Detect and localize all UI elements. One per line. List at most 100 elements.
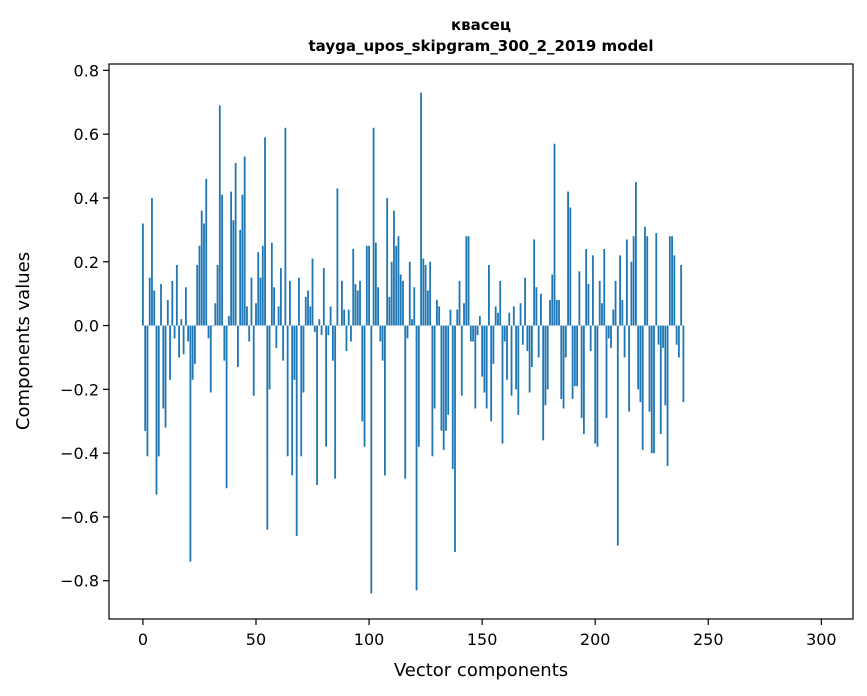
bar-9 bbox=[162, 325, 165, 409]
bar-37 bbox=[225, 325, 228, 489]
bar-92 bbox=[350, 325, 352, 342]
bar-56 bbox=[268, 325, 271, 390]
bar-15 bbox=[175, 264, 178, 326]
bar-167 bbox=[519, 303, 522, 326]
bar-34 bbox=[218, 105, 221, 326]
x-tick-label: 300 bbox=[806, 630, 837, 649]
bar-117 bbox=[406, 325, 409, 339]
bar-89 bbox=[343, 309, 346, 326]
bar-113 bbox=[397, 236, 400, 326]
bar-1 bbox=[144, 325, 147, 431]
bar-133 bbox=[442, 325, 445, 450]
chart-title-line2: tayga_upos_skipgram_300_2_2019 model bbox=[309, 37, 654, 55]
bar-87 bbox=[338, 325, 341, 327]
y-tick-label: −0.8 bbox=[60, 572, 99, 591]
bar-110 bbox=[390, 261, 393, 326]
bar-33 bbox=[216, 264, 219, 326]
bar-118 bbox=[408, 261, 411, 326]
bar-22 bbox=[191, 325, 194, 380]
bar-164 bbox=[512, 306, 515, 326]
bar-156 bbox=[494, 306, 497, 326]
bar-59 bbox=[275, 325, 278, 348]
bar-213 bbox=[623, 325, 626, 358]
bar-175 bbox=[537, 325, 540, 358]
bar-19 bbox=[184, 287, 187, 326]
bar-132 bbox=[440, 325, 443, 431]
bar-174 bbox=[535, 287, 538, 326]
bar-108 bbox=[386, 197, 389, 326]
bar-10 bbox=[164, 325, 167, 428]
bar-207 bbox=[610, 325, 612, 348]
bar-194 bbox=[580, 325, 583, 419]
bar-79 bbox=[320, 325, 323, 336]
bar-219 bbox=[637, 325, 640, 390]
bar-84 bbox=[331, 325, 334, 361]
bar-185 bbox=[560, 325, 563, 399]
bar-51 bbox=[257, 252, 260, 326]
bar-54 bbox=[264, 137, 266, 326]
bar-23 bbox=[194, 325, 196, 364]
bars-group bbox=[142, 92, 685, 594]
x-tick-label: 200 bbox=[580, 630, 611, 649]
bar-152 bbox=[485, 325, 488, 409]
x-tick-label: 0 bbox=[138, 630, 148, 649]
bar-163 bbox=[510, 325, 513, 396]
bar-116 bbox=[404, 325, 407, 479]
bar-101 bbox=[370, 325, 373, 594]
bar-180 bbox=[549, 300, 551, 326]
bar-154 bbox=[490, 325, 493, 422]
bar-204 bbox=[603, 249, 606, 326]
bar-139 bbox=[456, 309, 459, 326]
bar-142 bbox=[463, 303, 465, 326]
bar-227 bbox=[655, 233, 658, 326]
bar-231 bbox=[664, 325, 667, 406]
bar-12 bbox=[169, 325, 171, 380]
bar-102 bbox=[372, 127, 375, 326]
bar-187 bbox=[564, 325, 567, 358]
bar-45 bbox=[243, 156, 246, 326]
y-tick-label: 0.0 bbox=[74, 317, 99, 336]
bar-125 bbox=[424, 264, 427, 326]
bar-157 bbox=[497, 312, 499, 326]
bar-46 bbox=[246, 306, 248, 326]
bar-193 bbox=[578, 271, 581, 326]
bar-144 bbox=[467, 236, 470, 326]
bar-222 bbox=[644, 226, 646, 326]
bar-70 bbox=[300, 325, 303, 457]
y-axis-ticks: −0.8 −0.6 −0.4 −0.2 0.0 0.2 0.4 0.6 0.8 bbox=[60, 61, 109, 591]
bar-96 bbox=[359, 280, 361, 326]
bar-233 bbox=[668, 236, 671, 326]
bar-3 bbox=[148, 277, 151, 326]
bar-140 bbox=[458, 280, 461, 326]
bar-91 bbox=[347, 309, 350, 326]
bar-127 bbox=[429, 261, 432, 326]
bar-111 bbox=[393, 210, 395, 326]
bar-159 bbox=[501, 325, 504, 444]
bar-216 bbox=[630, 261, 633, 326]
bar-42 bbox=[237, 325, 239, 368]
bar-105 bbox=[379, 325, 382, 342]
bar-48 bbox=[250, 277, 253, 326]
bar-73 bbox=[307, 290, 309, 326]
bar-24 bbox=[196, 264, 199, 326]
bar-218 bbox=[635, 182, 637, 326]
bar-131 bbox=[438, 306, 441, 326]
bar-74 bbox=[309, 306, 312, 326]
bar-39 bbox=[230, 191, 233, 326]
bar-179 bbox=[546, 325, 549, 390]
bar-198 bbox=[589, 325, 592, 352]
bar-188 bbox=[567, 191, 569, 326]
bar-150 bbox=[481, 325, 484, 377]
bar-77 bbox=[316, 325, 318, 486]
bar-238 bbox=[680, 264, 683, 326]
bar-137 bbox=[451, 325, 454, 470]
bar-104 bbox=[377, 287, 380, 326]
bar-20 bbox=[187, 325, 190, 342]
bar-2 bbox=[146, 325, 149, 457]
bar-135 bbox=[447, 325, 450, 415]
bar-212 bbox=[621, 300, 624, 326]
bar-172 bbox=[530, 325, 533, 368]
y-tick-label: −0.4 bbox=[60, 444, 99, 463]
y-tick-label: 0.8 bbox=[74, 61, 99, 80]
bar-98 bbox=[363, 325, 366, 447]
